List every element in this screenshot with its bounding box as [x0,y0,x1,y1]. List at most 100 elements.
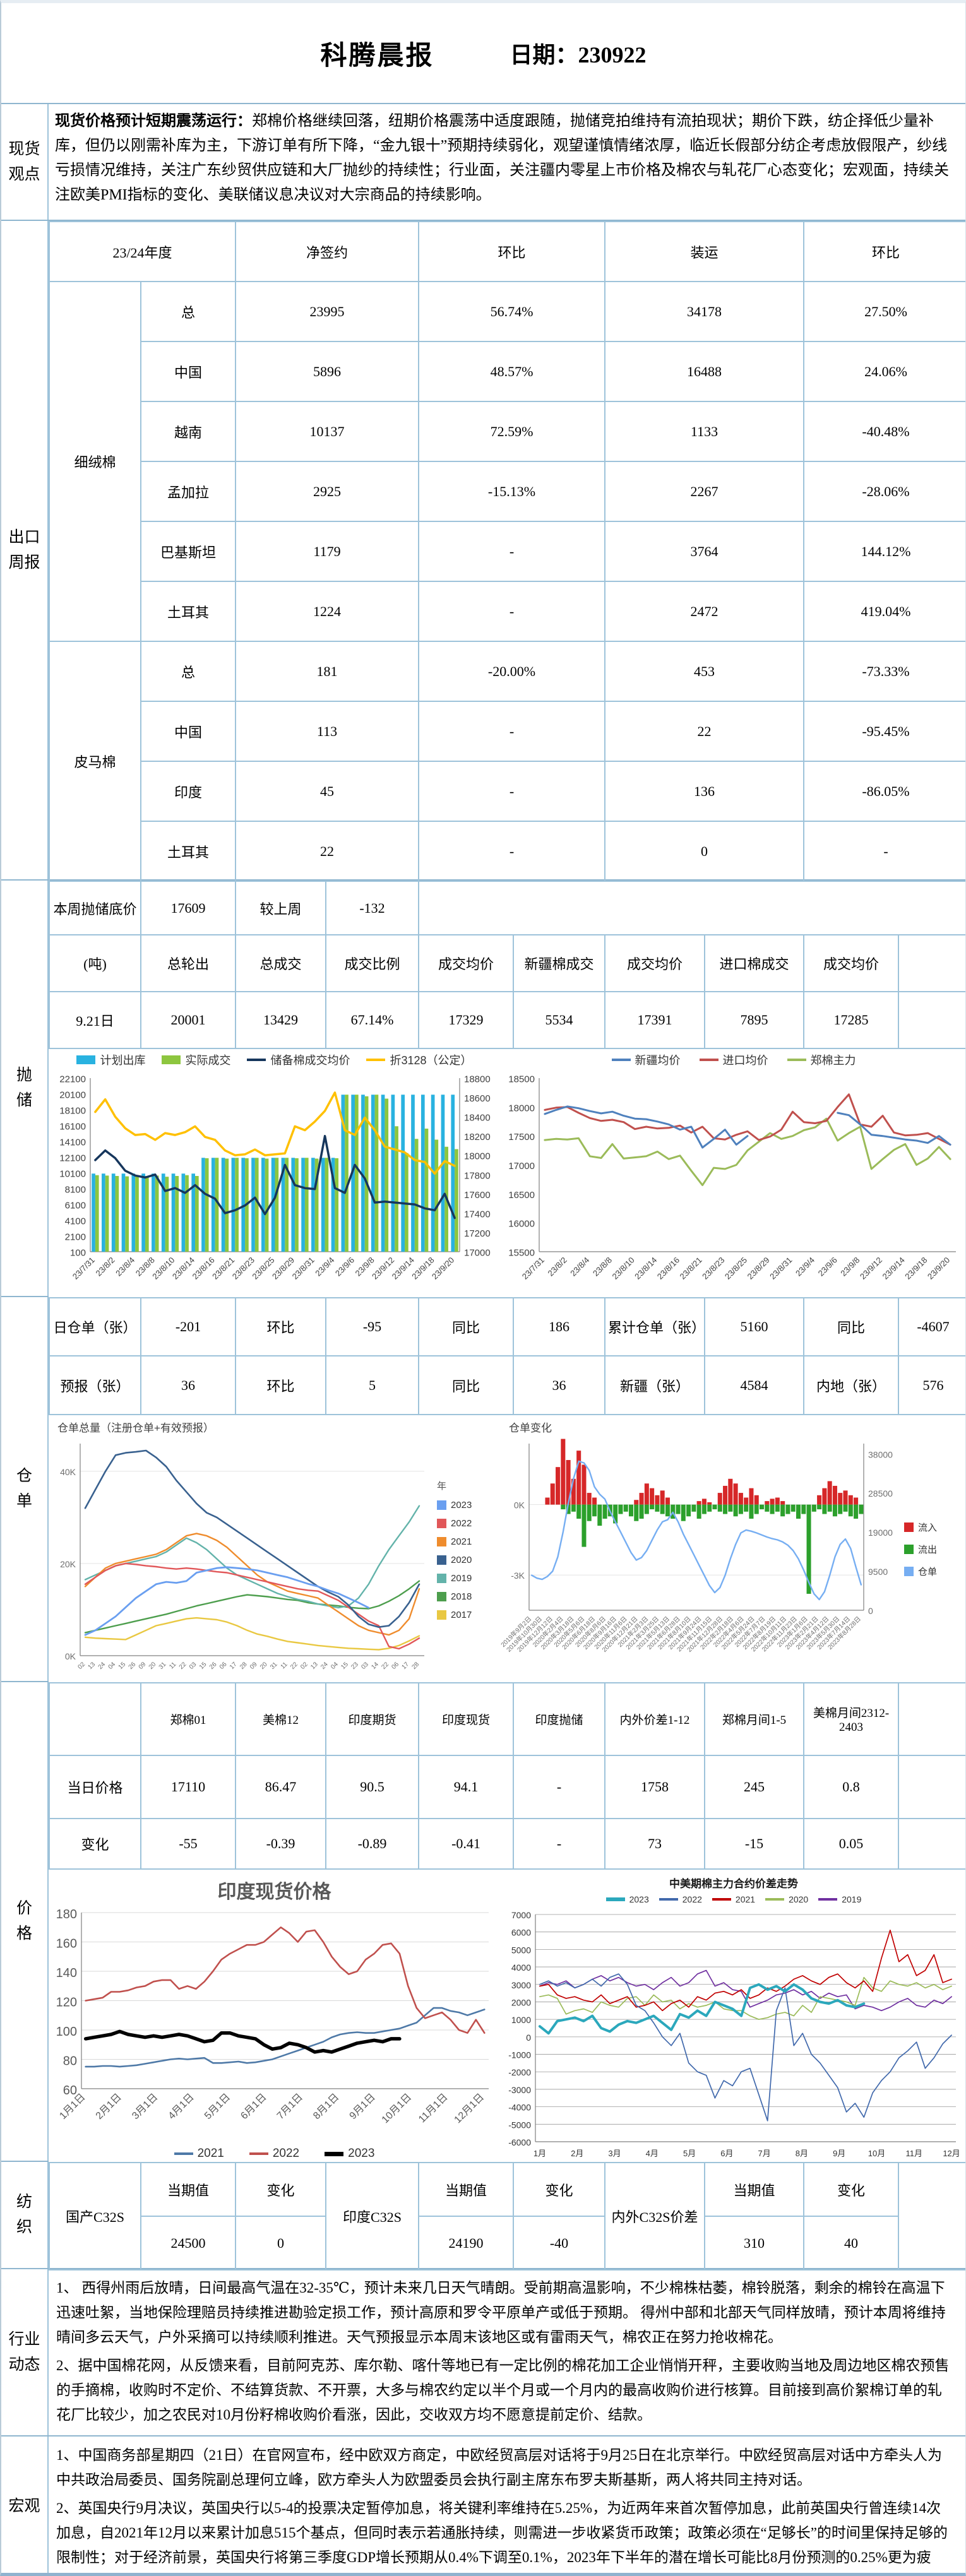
value-cell: 中国 [140,341,236,402]
header-cell: 环比 [418,221,605,282]
svg-text:-1000: -1000 [508,2050,531,2060]
svg-text:3月1日: 3月1日 [130,2092,160,2122]
value-cell: 144.12% [803,521,965,582]
value-cell: 16488 [604,341,804,402]
value-cell: 186 [513,1297,605,1356]
svg-text:8100: 8100 [65,1185,86,1196]
value-cell: 2472 [604,581,804,642]
svg-text:23/8/31: 23/8/31 [290,1255,316,1281]
legend-swatch-icon [904,1567,914,1576]
svg-text:09: 09 [249,1661,259,1671]
legend-item: 2023 [437,1500,472,1511]
table-row: 预报（张） 36 环比 5 同比 36 新疆（张） 4584 内地（张） 576 [49,1355,965,1415]
svg-text:4100: 4100 [65,1216,86,1227]
svg-text:11: 11 [168,1661,177,1670]
header-cell: 印度期货 [325,1682,419,1756]
svg-text:0: 0 [526,2033,531,2043]
header-cell: 日仓单（张） [49,1297,141,1356]
svg-text:23/9/18: 23/9/18 [903,1255,929,1281]
svg-text:17200: 17200 [464,1228,491,1239]
table-row: 细绒棉 总 23995 56.74% 34178 27.50% [49,281,965,642]
value-cell: 5160 [704,1297,804,1356]
section-label-reserve: 抛 储 [1,881,49,1296]
legend-item: 2022 [437,1518,472,1529]
svg-text:18200: 18200 [464,1132,491,1143]
header-cell: 郑棉01 [140,1682,236,1756]
value-cell: 113 [235,701,419,762]
svg-text:23/8/2: 23/8/2 [93,1255,116,1278]
price-table: 郑棉01 美棉12 印度期货 印度现货 印度抛储 内外价差1-12 郑棉月间1-… [49,1682,965,1870]
header-cell: 印度现货 [418,1682,514,1756]
legend-item: 2018 [437,1591,472,1602]
value-cell: 36 [513,1355,605,1415]
legend-item: 2021 [437,1536,472,1547]
svg-text:2100: 2100 [65,1232,86,1243]
svg-text:2000: 2000 [511,1997,531,2007]
header-cell: 印度抛储 [513,1682,605,1756]
section-macro: 宏观 1、中国商务部星期四（21日）在官网宣布，经中欧双方商定，中欧经贸高层对话… [1,2437,965,2573]
svg-text:16000: 16000 [508,1219,535,1230]
spot-view-body: 郑棉价格继续回落，纽期价格震荡中适度跟随，抛储竞拍维持有流拍现状；期价下跌，纺企… [55,113,949,203]
value-cell: - [418,821,605,882]
value-cell: -201 [140,1297,236,1356]
svg-text:14100: 14100 [59,1137,86,1148]
value-cell: 越南 [140,401,236,462]
header-cell: 同比 [418,1355,514,1415]
svg-text:3月: 3月 [608,2149,621,2158]
svg-text:10月: 10月 [868,2149,885,2158]
value-cell: 24190 [418,2216,514,2270]
svg-text:17000: 17000 [464,1248,491,1259]
header-cell: 新疆棉成交 [513,934,605,992]
legend-item: 2017 [437,1610,472,1620]
svg-text:23/9/4: 23/9/4 [313,1255,336,1278]
value-cell: 5896 [235,341,419,402]
svg-text:28: 28 [239,1661,249,1671]
svg-text:15: 15 [340,1661,350,1671]
header-cell: 当日价格 [49,1755,141,1819]
value-cell: 5 [325,1355,419,1415]
value-cell: 2267 [604,461,804,522]
value-cell: - [803,821,965,882]
header-cell: 内外C32S价差 [604,2162,705,2270]
svg-text:23/8/2: 23/8/2 [546,1255,569,1278]
svg-text:1000: 1000 [511,2015,531,2025]
legend-swatch-icon [366,1059,386,1061]
value-cell: -15.13% [418,461,605,522]
value-cell: 56.74% [418,281,605,342]
value-cell: 0.05 [803,1818,899,1870]
table-row: 本周抛储底价 17609 较上周 -132 [49,881,965,935]
section-export: 出口 周报 23/24年度 净签约 环比 装运 环比 细绒棉 总 23995 5… [1,221,965,882]
header-cell: 当期值 [418,2162,514,2217]
value-cell: 土耳其 [140,821,236,882]
header-cell: 总轮出 [140,934,236,992]
legend-swatch-icon [249,2152,268,2155]
legend-swatch-icon [162,1055,181,1064]
svg-text:11月: 11月 [906,2149,923,2158]
value-cell: - [418,581,605,642]
svg-text:04: 04 [107,1661,117,1671]
svg-text:140: 140 [56,1966,77,1980]
svg-text:-5000: -5000 [508,2120,531,2130]
svg-text:-3000: -3000 [508,2085,531,2095]
section-label-spot: 现货 观点 [1,104,49,220]
value-cell: 17285 [803,991,899,1049]
svg-text:18100: 18100 [59,1106,86,1117]
svg-text:22: 22 [289,1661,299,1671]
value-cell: 3764 [604,521,804,582]
value-cell: 土耳其 [140,581,236,642]
spot-view-lead: 现货价格预计短期震荡运行： [55,113,252,129]
value-cell: -55 [140,1818,236,1870]
svg-text:1月: 1月 [534,2149,546,2158]
svg-text:15: 15 [198,1661,208,1671]
value-cell: 总 [140,281,236,342]
table-row: 土耳其 1224 - 2472 419.04% [49,581,965,642]
header-cell: 成交比例 [325,934,419,992]
svg-text:0K: 0K [514,1500,525,1511]
value-cell: 20001 [140,991,236,1049]
section-receipts: 仓 单 日仓单（张） -201 环比 -95 同比 186 累计仓单（张） 51… [1,1297,965,1683]
value-cell: 453 [604,641,804,702]
header-cell: 较上周 [235,881,326,935]
svg-text:15500: 15500 [508,1248,535,1259]
value-cell: 2925 [235,461,419,522]
chart-legend: 流入 流出 仓单 [903,1415,965,1683]
